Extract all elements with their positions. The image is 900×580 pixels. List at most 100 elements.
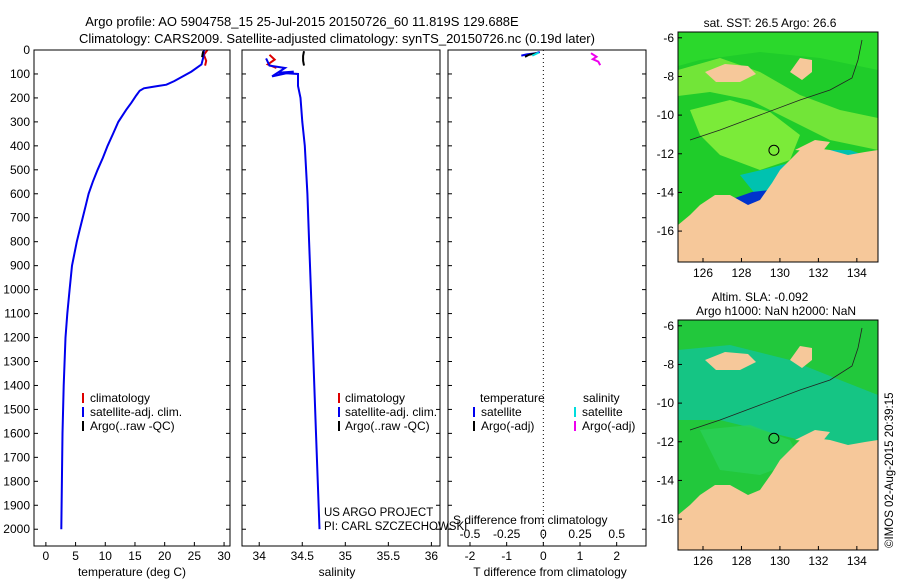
temperature-ytick-label: 200: [10, 91, 30, 105]
difference-s-xtick-label: -0.25: [493, 527, 521, 541]
sla-argo-marker: [768, 432, 780, 444]
temperature-lines: [60, 50, 209, 530]
difference-frame: [447, 49, 647, 547]
temperature-legend-label: climatology: [90, 391, 150, 405]
sla-map-axes: 126 128 130 132 134 -6 -8 -10 -12 -14 -16: [657, 319, 868, 568]
difference-s-xtick-label: 0.5: [608, 527, 625, 541]
temperature-series-satellite-adj-clim-: [60, 50, 205, 530]
difference-legend-s-label: satellite: [582, 405, 623, 419]
sla-island-1: [705, 352, 756, 370]
sla-island-2: [790, 346, 812, 368]
difference-t-xtick-label: 0: [540, 549, 547, 563]
temperature-xtick-label: 25: [188, 549, 202, 563]
difference-series-s-satellite: [531, 51, 540, 57]
sla-map-title: Altim. SLA: -0.092: [712, 290, 809, 304]
sla-map-ytick-label: -8: [663, 357, 674, 371]
salinity-panel: 34 34.5 35 35.5 36 climatologysatellite-adj.…: [241, 49, 467, 579]
temperature-axes: 0100200300400500600700800900100011001200…: [3, 43, 231, 563]
sst-map-ytick-label: -6: [663, 31, 674, 45]
salinity-axes: 34 34.5 35 35.5 36: [242, 49, 440, 563]
temperature-ytick-label: 1200: [3, 331, 30, 345]
difference-lines: [521, 51, 602, 66]
temperature-ytick-label: 1800: [3, 474, 30, 488]
temperature-ytick-label: 700: [10, 211, 30, 225]
sst-map-xtick-label: 126: [693, 266, 713, 280]
temperature-ytick-label: 1400: [3, 378, 30, 392]
temperature-ytick-label: 1300: [3, 354, 30, 368]
temperature-ytick-label: 1900: [3, 498, 30, 512]
sst-australia-land: [678, 148, 878, 262]
sla-map-xtick-label: 130: [770, 554, 790, 568]
difference-xlabel-top: S difference from climatology: [453, 513, 608, 527]
sst-map-ytick-label: -16: [657, 224, 675, 238]
temperature-ytick-label: 300: [10, 115, 30, 129]
temperature-legend-label: satellite-adj. clim.: [90, 405, 182, 419]
difference-s-xtick-label: 0.25: [568, 527, 592, 541]
temperature-panel: 0100200300400500600700800900100011001200…: [3, 43, 231, 579]
temperature-xtick-label: 15: [128, 549, 142, 563]
difference-xlabel: T difference from climatology: [473, 565, 627, 579]
sst-map-xtick-label: 132: [808, 266, 828, 280]
salinity-legend-label: satellite-adj. clim.: [345, 405, 437, 419]
sla-map-xtick-label: 126: [693, 554, 713, 568]
sst-argo-marker: [768, 144, 780, 156]
difference-legend-t-label: satellite: [481, 405, 522, 419]
salinity-annotation-line-2: PI: CARL SZCZECHOWSKI: [324, 521, 467, 533]
sla-depth-contour: [689, 327, 863, 431]
temperature-ytick-label: 1100: [4, 307, 30, 321]
sst-island-3: [795, 140, 830, 152]
salinity-series-argo: [302, 51, 305, 66]
salinity-xtick-label: 35: [339, 549, 353, 563]
difference-s-xtick-label: -0.5: [460, 527, 481, 541]
salinity-legend-label: Argo(..raw -QC): [345, 419, 430, 433]
sst-map-xtick-label: 134: [847, 266, 867, 280]
difference-legend-s-label: Argo(-adj): [582, 419, 635, 433]
sla-map-xtick-label: 134: [847, 554, 867, 568]
salinity-xtick-label: 36: [425, 549, 439, 563]
temperature-ytick-label: 1700: [3, 450, 30, 464]
sla-green-patch: [700, 425, 800, 475]
temperature-ytick-label: 0: [23, 43, 30, 57]
temperature-xtick-label: 20: [158, 549, 172, 563]
sla-australia-land: [678, 438, 878, 550]
difference-t-xtick-label: 2: [613, 549, 620, 563]
temperature-ytick-label: 100: [10, 67, 30, 81]
sla-map-xtick-label: 132: [808, 554, 828, 568]
temperature-ytick-label: 400: [10, 139, 30, 153]
difference-t-xtick-label: -1: [501, 549, 512, 563]
sla-island-3: [795, 430, 830, 442]
difference-legend-t-label: Argo(-adj): [481, 419, 534, 433]
sst-map-ytick-label: -14: [657, 185, 675, 199]
sst-map-ytick-label: -12: [657, 147, 675, 161]
sst-map-ytick-label: -10: [657, 108, 675, 122]
difference-t-xtick-label: 1: [577, 549, 584, 563]
sst-island-2: [790, 58, 812, 80]
difference-legend-temperature-title: temperature: [480, 391, 545, 405]
sst-island-1: [705, 64, 756, 82]
title-line-2: Climatology: CARS2009. Satellite-adjuste…: [79, 31, 595, 46]
sla-map-ytick-label: -14: [657, 473, 675, 487]
difference-legend-salinity-title: salinity: [583, 391, 620, 405]
sla-map-field: [678, 320, 878, 550]
salinity-xtick-label: 34: [253, 549, 267, 563]
temperature-xtick-label: 5: [72, 549, 79, 563]
temperature-series-climatology: [202, 50, 209, 66]
salinity-xtick-label: 35.5: [377, 549, 401, 563]
difference-legend: temperature salinitysatelliteArgo(-adj)sa…: [473, 391, 635, 433]
sst-map-panel: sat. SST: 26.5 Argo: 26.6 126 128 130 132 13…: [657, 16, 879, 280]
sst-map-field: [678, 32, 878, 262]
temperature-ytick-label: 900: [10, 259, 30, 273]
difference-series-t-argo-adj-: [524, 52, 537, 58]
salinity-legend-label: climatology: [345, 391, 405, 405]
temperature-ytick-label: 800: [10, 235, 30, 249]
sla-map-xtick-label: 128: [731, 554, 751, 568]
sst-map-xtick-label: 128: [731, 266, 751, 280]
sst-map-ytick-label: -8: [663, 69, 674, 83]
salinity-annotation-line-1: US ARGO PROJECT: [324, 507, 433, 519]
sst-map-title: sat. SST: 26.5 Argo: 26.6: [704, 16, 837, 30]
temperature-ytick-label: 600: [10, 187, 30, 201]
